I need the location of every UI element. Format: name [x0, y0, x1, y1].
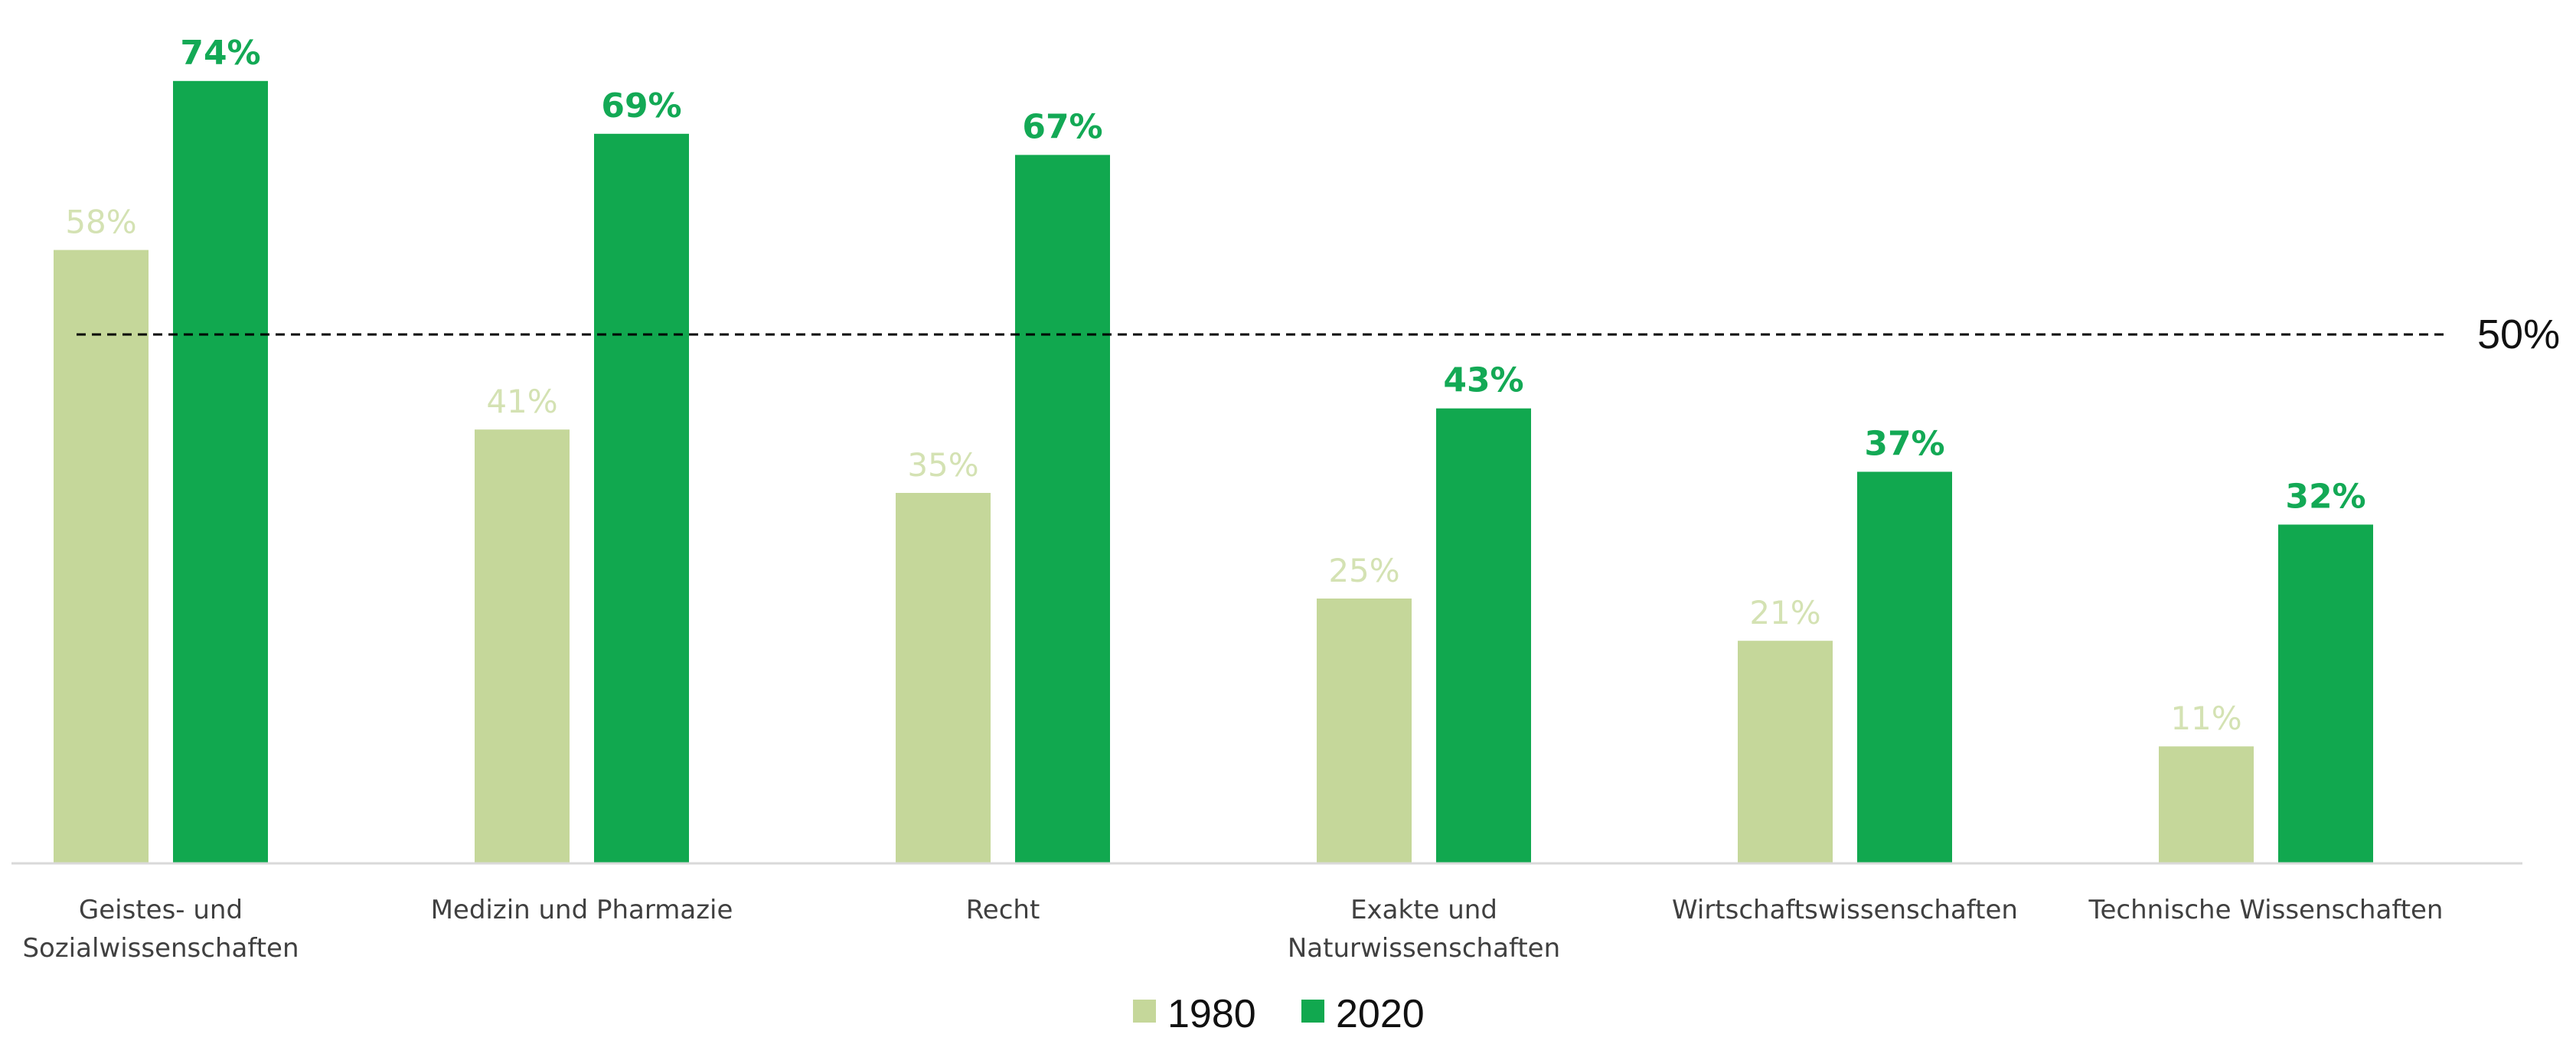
bar-2020-2 [1015, 155, 1110, 863]
data-label-1980-2: 35% [907, 446, 978, 484]
data-label-1980-5: 11% [2170, 700, 2241, 737]
category-labels: Geistes- und Sozialwissenschaften Medizin … [22, 895, 2443, 964]
category-label-2: Recht [966, 895, 1040, 925]
data-label-1980-1: 41% [486, 383, 557, 420]
bar-1980-1 [475, 429, 570, 863]
category-label-1: Medizin und Pharmazie [431, 895, 733, 925]
data-label-2020-4: 37% [1864, 424, 1944, 463]
data-label-1980-3: 25% [1328, 552, 1399, 589]
data-label-2020-2: 67% [1022, 107, 1102, 146]
legend-swatch-2020 [1301, 1000, 1324, 1023]
bar-2020-5 [2278, 524, 2373, 863]
category-label-4: Wirtschaftswissenschaften [1672, 895, 2018, 925]
data-label-1980-4: 21% [1749, 594, 1820, 631]
series-1980-bars [54, 250, 2254, 863]
category-label-5: Technische Wissenschaften [2088, 895, 2443, 925]
bar-1980-2 [896, 493, 991, 863]
bar-2020-1 [594, 133, 689, 863]
category-label-3: Exakte und Naturwissenschaften [1288, 895, 1560, 964]
legend: 1980 2020 [1133, 992, 1425, 1036]
value-labels: 58% 74% 41% 69% 35% 67% 25% 43% 21% 37% 11% 32% [65, 34, 2365, 737]
data-label-2020-5: 32% [2285, 477, 2365, 516]
data-label-2020-3: 43% [1443, 361, 1523, 400]
bar-2020-3 [1436, 408, 1531, 863]
bar-2020-0 [173, 80, 268, 863]
legend-label-2020: 2020 [1336, 992, 1425, 1036]
reference-line-label: 50% [2477, 312, 2560, 357]
bar-1980-3 [1317, 599, 1412, 863]
category-label-0: Geistes- und Sozialwissenschaften [22, 895, 299, 964]
bar-1980-0 [54, 250, 149, 863]
legend-label-1980: 1980 [1167, 992, 1256, 1036]
data-label-2020-0: 74% [180, 34, 260, 73]
data-label-2020-1: 69% [601, 86, 681, 126]
bar-1980-5 [2159, 746, 2254, 863]
data-label-1980-0: 58% [65, 204, 136, 241]
bar-2020-4 [1857, 471, 1952, 863]
bar-1980-4 [1738, 641, 1833, 863]
series-2020-bars [173, 80, 2373, 863]
legend-swatch-1980 [1133, 1000, 1156, 1023]
